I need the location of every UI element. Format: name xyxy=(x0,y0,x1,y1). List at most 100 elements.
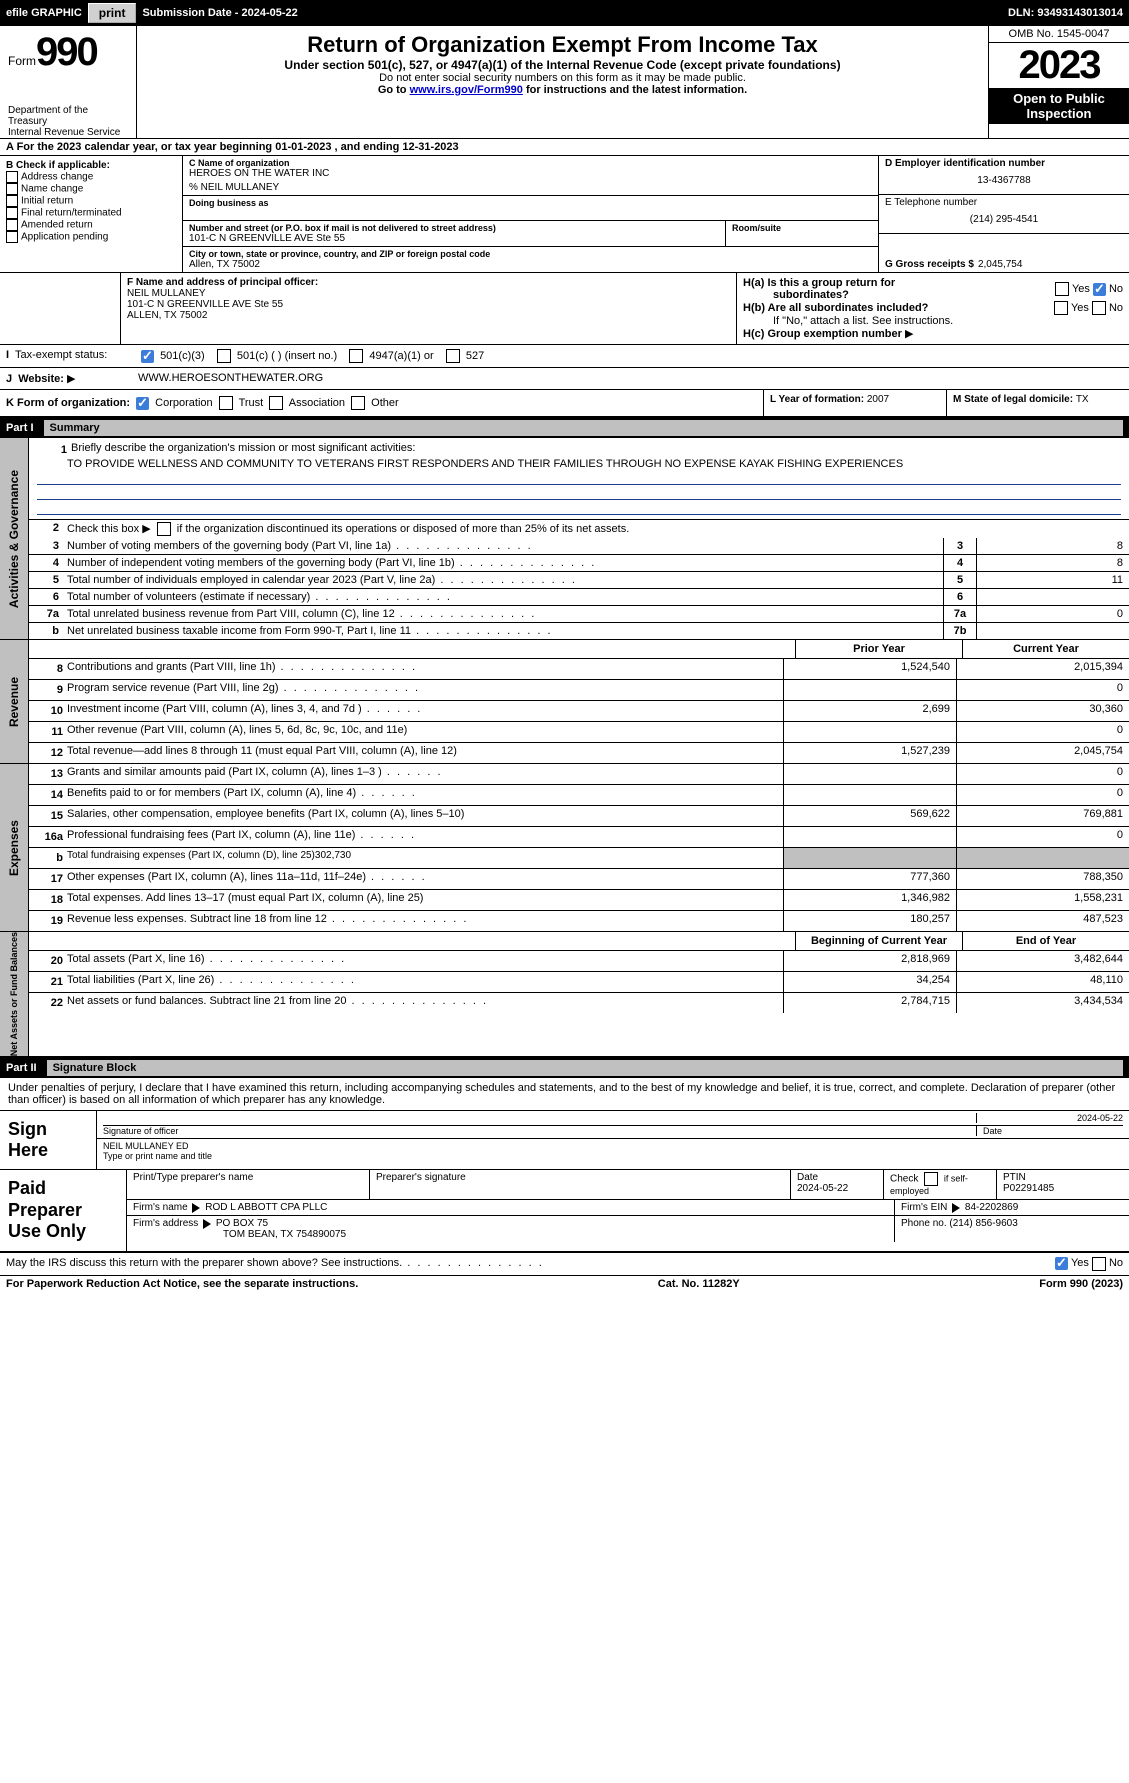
expenses-section: Expenses 13Grants and similar amounts pa… xyxy=(0,764,1129,932)
l15-curr: 769,881 xyxy=(956,806,1129,826)
ha-no-checkbox[interactable] xyxy=(1093,283,1106,296)
app-pending-checkbox[interactable] xyxy=(6,231,18,243)
501c-checkbox[interactable] xyxy=(217,349,231,363)
legal-domicile: TX xyxy=(1076,394,1089,405)
dba-label: Doing business as xyxy=(189,198,872,208)
other-checkbox[interactable] xyxy=(351,396,365,410)
efile-graphic-label: efile GRAPHIC xyxy=(6,7,82,19)
form-of-org-row: K Form of organization: Corporation Trus… xyxy=(0,390,1129,418)
l22-curr: 3,434,534 xyxy=(956,993,1129,1013)
527-checkbox[interactable] xyxy=(446,349,460,363)
l19-prior: 180,257 xyxy=(783,911,956,931)
l16a-curr: 0 xyxy=(956,827,1129,847)
discuss-no-checkbox[interactable] xyxy=(1092,1257,1106,1271)
website-url: WWW.HEROESONTHEWATER.ORG xyxy=(132,368,1129,389)
beginning-year-header: Beginning of Current Year xyxy=(795,932,962,950)
l14-curr: 0 xyxy=(956,785,1129,805)
k-label: K Form of organization: xyxy=(6,397,130,409)
discuss-yes-checkbox[interactable] xyxy=(1055,1257,1068,1270)
open-to-public: Open to Public Inspection xyxy=(989,88,1129,124)
firm-addr2: TOM BEAN, TX 754890075 xyxy=(133,1229,888,1240)
officer-h-row: F Name and address of principal officer:… xyxy=(0,273,1129,345)
line4-value: 8 xyxy=(976,555,1129,571)
line7a-value: 0 xyxy=(976,606,1129,622)
amended-return-checkbox[interactable] xyxy=(6,219,18,231)
hb-note: If "No," attach a list. See instructions… xyxy=(743,315,1123,327)
paid-preparer-block: Paid Preparer Use Only Print/Type prepar… xyxy=(0,1170,1129,1253)
tax-year-period: A For the 2023 calendar year, or tax yea… xyxy=(0,139,1129,156)
trust-checkbox[interactable] xyxy=(219,396,233,410)
sign-here-block: Sign Here 2024-05-22 Signature of office… xyxy=(0,1111,1129,1170)
l15-prior: 569,622 xyxy=(783,806,956,826)
part-1-header: Part I Summary xyxy=(0,418,1129,438)
hc-label: H(c) Group exemption number xyxy=(743,328,902,340)
street-label: Number and street (or P.O. box if mail i… xyxy=(189,223,719,233)
treasury-line1: Department of the Treasury xyxy=(8,105,128,127)
footer: For Paperwork Reduction Act Notice, see … xyxy=(0,1276,1129,1292)
hb-no-checkbox[interactable] xyxy=(1092,301,1106,315)
l9-prior xyxy=(783,680,956,700)
g-gross-label: G Gross receipts $ xyxy=(885,259,974,270)
l14-prior xyxy=(783,785,956,805)
line6-value xyxy=(976,589,1129,605)
officer-signed-name: NEIL MULLANEY ED xyxy=(103,1141,1123,1151)
print-button[interactable]: print xyxy=(88,3,137,23)
c-name-label: C Name of organization xyxy=(189,158,872,168)
l16b-curr-shaded xyxy=(956,848,1129,868)
topbar: efile GRAPHIC print Submission Date - 20… xyxy=(0,0,1129,26)
arrow-icon xyxy=(192,1203,200,1213)
l11-curr: 0 xyxy=(956,722,1129,742)
line2-checkbox[interactable] xyxy=(157,522,171,536)
l21-prior: 34,254 xyxy=(783,972,956,992)
phone-value: (214) 295-4541 xyxy=(885,208,1123,231)
501c3-checkbox[interactable] xyxy=(141,350,154,363)
form-subtitle: Under section 501(c), 527, or 4947(a)(1)… xyxy=(145,58,980,72)
assoc-checkbox[interactable] xyxy=(269,396,283,410)
form-number: 990 xyxy=(36,30,97,74)
sign-here-label: Sign Here xyxy=(0,1111,97,1169)
end-year-header: End of Year xyxy=(962,932,1129,950)
ein-phone-column: D Employer identification number 13-4367… xyxy=(878,156,1129,272)
year-cell: OMB No. 1545-0047 2023 Open to Public In… xyxy=(988,26,1129,138)
corp-checkbox[interactable] xyxy=(136,397,149,410)
l13-curr: 0 xyxy=(956,764,1129,784)
identity-block: B Check if applicable: Address change Na… xyxy=(0,156,1129,273)
l16b-prior-shaded xyxy=(783,848,956,868)
l8-prior: 1,524,540 xyxy=(783,659,956,679)
title-cell: Return of Organization Exempt From Incom… xyxy=(137,26,988,138)
org-care-of: % NEIL MULLANEY xyxy=(189,182,872,193)
name-change-checkbox[interactable] xyxy=(6,183,18,195)
4947-checkbox[interactable] xyxy=(349,349,363,363)
goto-suffix: for instructions and the latest informat… xyxy=(523,84,747,96)
firm-phone: (214) 856-9603 xyxy=(949,1218,1017,1229)
f-officer-label: F Name and address of principal officer: xyxy=(127,277,730,288)
form-number-cell: Form990 Department of the Treasury Inter… xyxy=(0,26,137,138)
treasury-line2: Internal Revenue Service xyxy=(8,127,128,138)
dln-label: DLN: 93493143013014 xyxy=(1008,7,1123,19)
gross-receipts-value: 2,045,754 xyxy=(978,259,1023,270)
hb-yes-checkbox[interactable] xyxy=(1054,301,1068,315)
l21-curr: 48,110 xyxy=(956,972,1129,992)
period-end: 12-31-2023 xyxy=(402,141,458,153)
expenses-sidebar: Expenses xyxy=(0,764,29,931)
ha-yes-checkbox[interactable] xyxy=(1055,282,1069,296)
l9-curr: 0 xyxy=(956,680,1129,700)
line3-value: 8 xyxy=(976,538,1129,554)
paperwork-notice: For Paperwork Reduction Act Notice, see … xyxy=(6,1278,358,1290)
ssn-warning: Do not enter social security numbers on … xyxy=(145,72,980,84)
final-return-checkbox[interactable] xyxy=(6,207,18,219)
year-formation: 2007 xyxy=(867,394,889,405)
l18-prior: 1,346,982 xyxy=(783,890,956,910)
activities-governance-section: Activities & Governance 1 Briefly descri… xyxy=(0,438,1129,640)
irs-gov-link[interactable]: www.irs.gov/Form990 xyxy=(410,84,523,96)
current-year-header: Current Year xyxy=(962,640,1129,658)
paid-preparer-label: Paid Preparer Use Only xyxy=(0,1170,127,1251)
l18-curr: 1,558,231 xyxy=(956,890,1129,910)
organization-column: C Name of organization HEROES ON THE WAT… xyxy=(183,156,878,272)
mission-text: TO PROVIDE WELLNESS AND COMMUNITY TO VET… xyxy=(37,458,1121,470)
org-street: 101-C N GREENVILLE AVE Ste 55 xyxy=(189,233,719,244)
period-begin: 01-01-2023 xyxy=(275,141,331,153)
self-employed-checkbox[interactable] xyxy=(924,1172,938,1186)
address-change-checkbox[interactable] xyxy=(6,171,18,183)
initial-return-checkbox[interactable] xyxy=(6,195,18,207)
